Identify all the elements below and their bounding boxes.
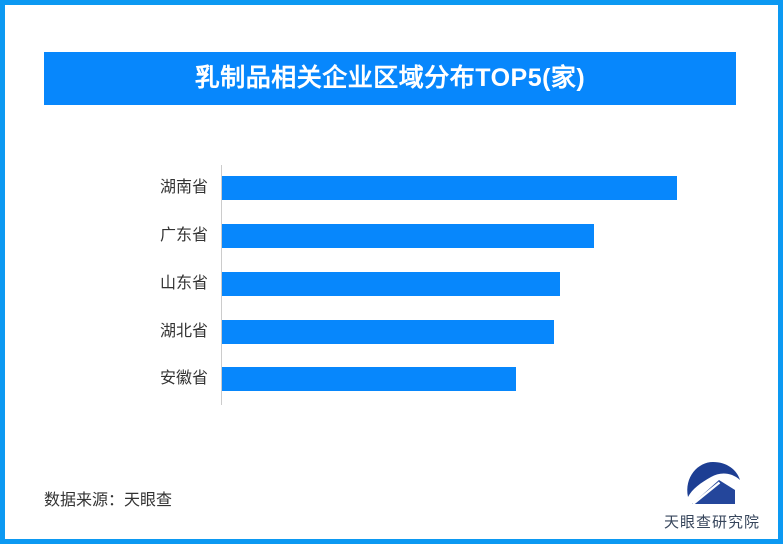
chart-row: 湖北省 <box>44 320 754 344</box>
category-label: 湖北省 <box>159 323 208 340</box>
bar-chart: 湖南省广东省山东省湖北省安徽省 <box>5 5 778 539</box>
bar <box>222 320 554 344</box>
chart-row: 山东省 <box>44 272 754 296</box>
bar <box>222 367 516 391</box>
tianyancha-eye-logo-icon <box>687 462 740 505</box>
chart-row: 湖南省 <box>44 176 754 200</box>
chart-row: 安徽省 <box>44 367 754 391</box>
bar <box>222 176 677 200</box>
chart-row: 广东省 <box>44 224 754 248</box>
y-axis-line <box>221 165 222 405</box>
category-label: 安徽省 <box>159 370 208 387</box>
logo-text: 天眼查研究院 <box>663 514 760 531</box>
data-source-note: 数据来源：天眼查 <box>44 492 173 509</box>
category-label: 湖南省 <box>159 179 208 196</box>
category-label: 广东省 <box>159 227 208 244</box>
bar <box>222 272 560 296</box>
chart-title: 乳制品相关企业区域分布TOP5(家) <box>44 52 736 105</box>
bar <box>222 224 594 248</box>
category-label: 山东省 <box>159 275 208 292</box>
tianyancha-logo: 天眼查研究院 <box>645 459 778 539</box>
